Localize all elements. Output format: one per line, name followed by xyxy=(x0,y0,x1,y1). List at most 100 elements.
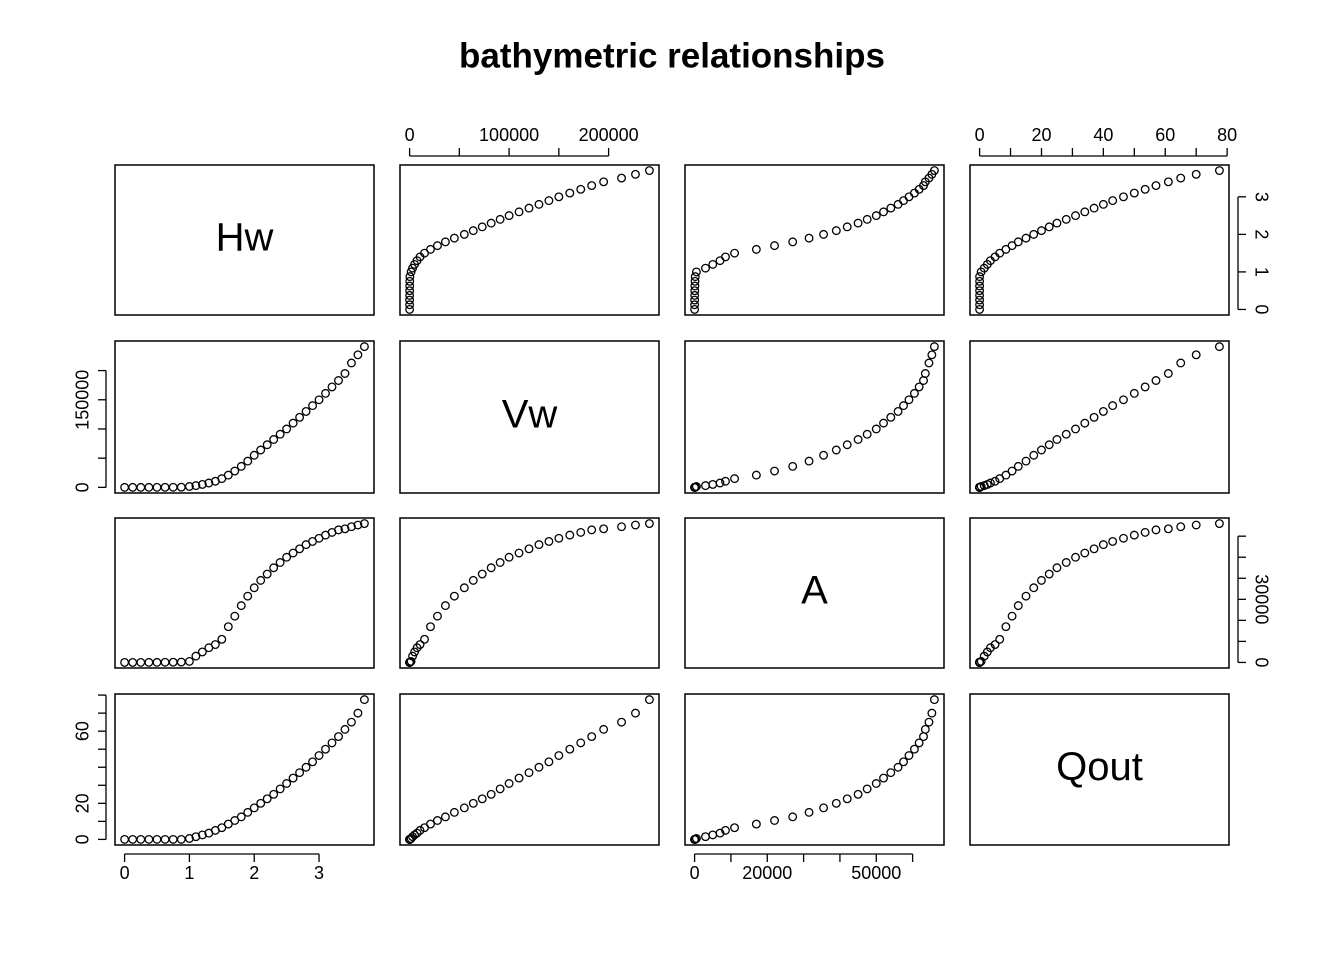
tick-label: 30000 xyxy=(1251,574,1271,624)
point xyxy=(269,563,279,573)
point xyxy=(405,304,415,314)
point xyxy=(587,181,597,191)
point xyxy=(1080,418,1090,428)
point xyxy=(236,461,246,471)
point xyxy=(1214,519,1224,529)
point xyxy=(751,244,761,254)
point xyxy=(243,807,253,817)
point xyxy=(920,724,930,734)
point xyxy=(631,520,640,530)
point xyxy=(929,342,939,352)
point xyxy=(256,798,266,808)
point xyxy=(899,757,908,767)
point xyxy=(1037,226,1046,236)
point xyxy=(295,412,305,422)
point xyxy=(504,552,514,562)
point xyxy=(831,445,841,455)
point xyxy=(853,218,863,228)
point xyxy=(282,552,292,562)
point xyxy=(721,476,730,486)
point xyxy=(1214,342,1224,352)
point xyxy=(262,794,272,804)
point xyxy=(1071,424,1080,434)
point xyxy=(853,435,863,444)
point xyxy=(871,424,881,434)
point xyxy=(690,272,700,282)
point xyxy=(410,830,420,840)
tick-label: 80 xyxy=(1217,125,1237,145)
point xyxy=(433,611,442,621)
point xyxy=(730,474,740,484)
point xyxy=(975,290,985,300)
point xyxy=(879,207,888,217)
point xyxy=(690,834,700,844)
panel-frame xyxy=(114,693,375,846)
variable-label: Qout xyxy=(1056,745,1143,789)
tick-label: 200000 xyxy=(579,125,639,145)
point xyxy=(788,461,798,471)
point xyxy=(1052,218,1062,228)
point xyxy=(1013,461,1023,471)
point xyxy=(334,732,343,742)
point xyxy=(690,300,700,310)
tick-label: 0 xyxy=(73,482,93,492)
point xyxy=(909,388,919,398)
point xyxy=(730,248,740,258)
point xyxy=(1021,456,1031,466)
point xyxy=(770,816,779,825)
point xyxy=(920,369,930,378)
point xyxy=(230,611,240,621)
point xyxy=(1089,412,1099,422)
point xyxy=(288,418,298,428)
tick-label: 1 xyxy=(184,863,194,883)
point xyxy=(975,276,985,286)
point xyxy=(1013,601,1023,611)
point xyxy=(477,794,487,804)
point xyxy=(217,823,227,833)
point xyxy=(191,651,201,661)
point xyxy=(433,241,442,251)
point xyxy=(308,757,318,767)
point xyxy=(495,784,505,794)
point xyxy=(1176,173,1186,183)
point xyxy=(804,233,814,243)
point xyxy=(406,656,416,666)
point xyxy=(990,640,1000,650)
point xyxy=(1163,369,1173,378)
tick-label: 20 xyxy=(1031,125,1051,145)
point xyxy=(534,199,544,209)
point xyxy=(644,166,654,176)
point xyxy=(617,522,626,532)
point xyxy=(1119,192,1128,202)
point xyxy=(914,738,924,748)
panel-frame xyxy=(399,340,660,494)
point xyxy=(853,789,863,799)
point xyxy=(924,717,934,727)
point xyxy=(1214,166,1224,176)
point xyxy=(1176,522,1186,532)
panel-frame xyxy=(684,693,945,846)
tick-label: 0 xyxy=(405,125,415,145)
point xyxy=(804,807,814,817)
tick-label: 100000 xyxy=(479,125,539,145)
point xyxy=(1061,558,1071,567)
point xyxy=(1007,466,1017,476)
point xyxy=(486,218,496,228)
panel-frame xyxy=(684,340,945,494)
point xyxy=(975,281,985,291)
point xyxy=(288,773,298,783)
point xyxy=(495,558,505,567)
point xyxy=(524,768,534,778)
point xyxy=(862,784,872,794)
point xyxy=(879,418,888,428)
point xyxy=(914,382,924,392)
point xyxy=(477,222,487,232)
point xyxy=(1029,229,1039,239)
point xyxy=(871,211,881,221)
point xyxy=(1029,450,1039,460)
point xyxy=(301,762,311,772)
point xyxy=(1052,563,1062,573)
point xyxy=(644,519,654,529)
point xyxy=(904,751,914,760)
point xyxy=(1037,445,1046,455)
